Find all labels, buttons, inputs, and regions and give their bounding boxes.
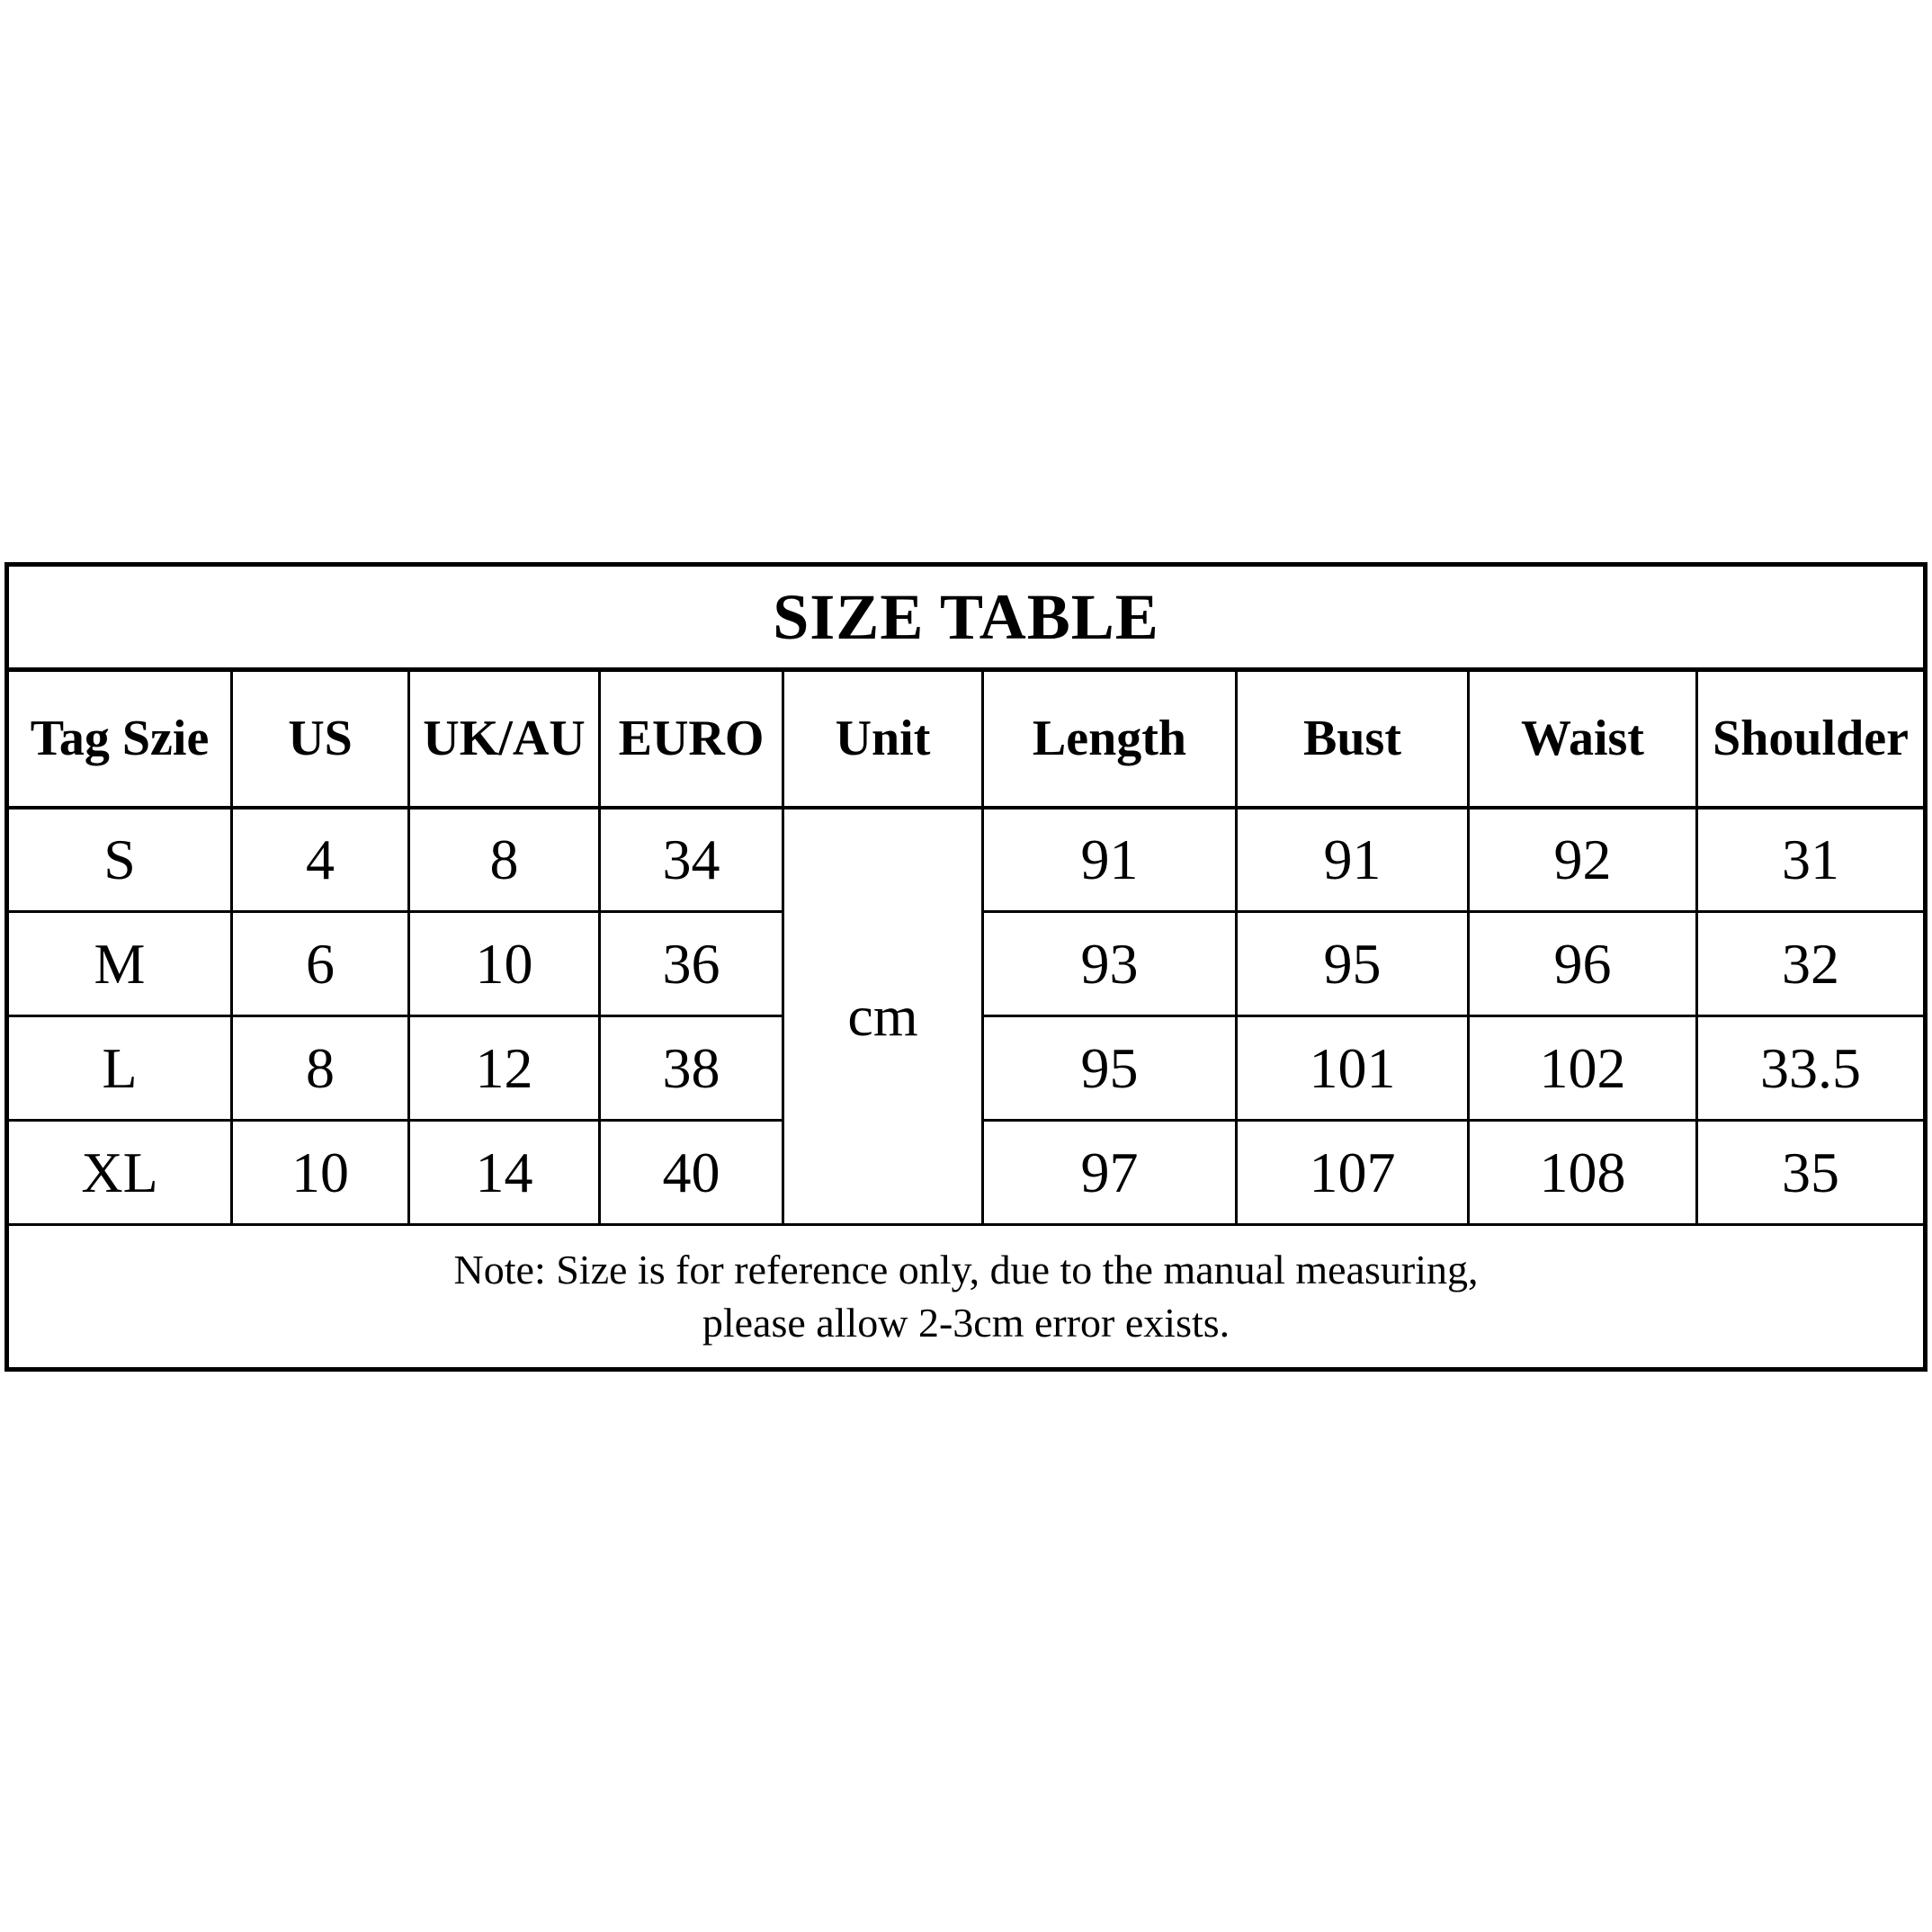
cell-xl-euro: 40 bbox=[598, 1119, 784, 1226]
cell-s-waist: 92 bbox=[1467, 806, 1698, 913]
cell-xl-uk-au: 14 bbox=[407, 1119, 601, 1226]
cell-l-waist: 102 bbox=[1467, 1015, 1698, 1122]
cell-m-uk-au: 10 bbox=[407, 910, 601, 1017]
cell-l-shoulder: 33.5 bbox=[1695, 1015, 1928, 1122]
table-row-xl: XL 10 14 40 97 107 108 35 bbox=[5, 1119, 1928, 1226]
header-cell-waist: Waist bbox=[1467, 668, 1698, 809]
header-cell-shoulder: Shoulder bbox=[1695, 668, 1928, 809]
header-cell-bust: Bust bbox=[1235, 668, 1470, 809]
cell-s-bust: 91 bbox=[1235, 806, 1470, 913]
cell-l-tag-size: L bbox=[5, 1015, 233, 1122]
header-cell-euro: EURO bbox=[598, 668, 784, 809]
cell-xl-shoulder: 35 bbox=[1695, 1119, 1928, 1226]
cell-m-waist: 96 bbox=[1467, 910, 1698, 1017]
cell-xl-bust: 107 bbox=[1235, 1119, 1470, 1226]
header-cell-unit: Unit bbox=[782, 668, 984, 809]
header-cell-tag-size: Tag Szie bbox=[5, 668, 233, 809]
note-cell: Note: Size is for reference only, due to… bbox=[4, 1223, 1928, 1371]
cell-xl-tag-size: XL bbox=[5, 1119, 233, 1226]
cell-xl-length: 97 bbox=[981, 1119, 1238, 1226]
note-line-1: Note: Size is for reference only, due to… bbox=[453, 1246, 1479, 1292]
title-row: SIZE TABLE bbox=[4, 563, 1928, 672]
cell-s-uk-au: 8 bbox=[407, 806, 601, 913]
table-row-s: S 4 8 34 cm 91 91 92 31 bbox=[5, 806, 1928, 1226]
cell-s-length: 91 bbox=[981, 806, 1238, 913]
cell-xl-us: 10 bbox=[230, 1119, 410, 1226]
table-row-m: M 6 10 36 93 95 96 32 bbox=[5, 910, 1928, 1017]
cell-m-euro: 36 bbox=[598, 910, 784, 1017]
cell-l-uk-au: 12 bbox=[407, 1015, 601, 1122]
cell-s-euro: 34 bbox=[598, 806, 784, 913]
header-row: Tag Szie US UK/AU EURO Unit Length Bust … bbox=[5, 668, 1928, 809]
table-title: SIZE TABLE bbox=[4, 563, 1928, 672]
header-cell-uk-au: UK/AU bbox=[407, 668, 601, 809]
cell-m-tag-size: M bbox=[5, 910, 233, 1017]
cell-s-shoulder: 31 bbox=[1695, 806, 1928, 913]
cell-s-us: 4 bbox=[230, 806, 410, 913]
table-row-l: L 8 12 38 95 101 102 33.5 bbox=[5, 1015, 1928, 1122]
cell-unit-cm: cm bbox=[782, 806, 984, 1226]
cell-m-us: 6 bbox=[230, 910, 410, 1017]
cell-xl-waist: 108 bbox=[1467, 1119, 1698, 1226]
cell-l-us: 8 bbox=[230, 1015, 410, 1122]
header-cell-length: Length bbox=[981, 668, 1238, 809]
cell-l-length: 95 bbox=[981, 1015, 1238, 1122]
cell-l-bust: 101 bbox=[1235, 1015, 1470, 1122]
note-row: Note: Size is for reference only, due to… bbox=[4, 1223, 1928, 1371]
cell-s-tag-size: S bbox=[5, 806, 233, 913]
cell-m-shoulder: 32 bbox=[1695, 910, 1928, 1017]
cell-m-length: 93 bbox=[981, 910, 1238, 1017]
header-cell-us: US bbox=[230, 668, 410, 809]
cell-m-bust: 95 bbox=[1235, 910, 1470, 1017]
cell-l-euro: 38 bbox=[598, 1015, 784, 1122]
size-table: SIZE TABLE Tag Szie US UK/AU EURO Unit L… bbox=[4, 562, 1928, 1372]
note-line-2: please allow 2-3cm error exists. bbox=[702, 1299, 1230, 1346]
